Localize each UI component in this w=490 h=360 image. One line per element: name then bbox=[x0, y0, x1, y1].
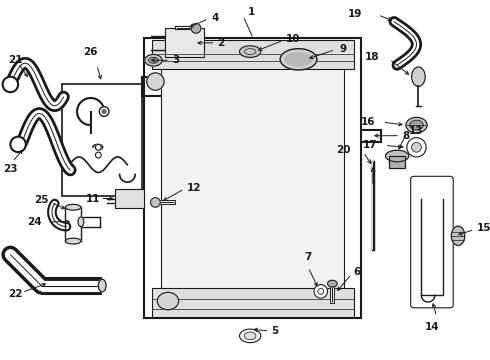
Ellipse shape bbox=[240, 46, 261, 57]
Text: 19: 19 bbox=[348, 9, 362, 19]
Circle shape bbox=[96, 152, 101, 158]
Text: 21: 21 bbox=[8, 55, 23, 65]
Text: 5: 5 bbox=[271, 326, 279, 336]
Text: 3: 3 bbox=[172, 55, 179, 65]
Text: 4: 4 bbox=[212, 13, 219, 23]
Ellipse shape bbox=[66, 204, 81, 210]
Text: 26: 26 bbox=[83, 48, 98, 57]
Circle shape bbox=[2, 77, 18, 92]
Circle shape bbox=[314, 285, 327, 298]
Circle shape bbox=[412, 143, 421, 152]
Text: 1: 1 bbox=[248, 7, 255, 17]
Ellipse shape bbox=[386, 150, 409, 162]
Ellipse shape bbox=[147, 73, 164, 90]
Text: 25: 25 bbox=[34, 195, 49, 206]
Circle shape bbox=[102, 109, 106, 113]
Text: 24: 24 bbox=[27, 217, 42, 227]
Bar bbox=[151, 40, 354, 69]
Bar bbox=[161, 67, 344, 289]
Text: 13: 13 bbox=[409, 126, 423, 136]
Bar bbox=[390, 156, 405, 168]
Circle shape bbox=[407, 138, 426, 157]
Text: 22: 22 bbox=[8, 289, 23, 299]
FancyBboxPatch shape bbox=[411, 176, 453, 308]
Ellipse shape bbox=[78, 217, 84, 226]
Ellipse shape bbox=[191, 23, 201, 33]
Text: 23: 23 bbox=[2, 163, 17, 174]
Ellipse shape bbox=[98, 279, 106, 292]
Ellipse shape bbox=[451, 226, 465, 246]
Ellipse shape bbox=[157, 292, 179, 310]
Ellipse shape bbox=[410, 120, 423, 130]
Text: 18: 18 bbox=[365, 53, 380, 62]
Text: 17: 17 bbox=[362, 140, 377, 150]
Ellipse shape bbox=[240, 329, 261, 343]
Text: 20: 20 bbox=[336, 145, 351, 155]
Text: 2: 2 bbox=[217, 38, 224, 48]
Ellipse shape bbox=[406, 117, 427, 133]
Text: 11: 11 bbox=[86, 194, 100, 203]
Text: 6: 6 bbox=[354, 267, 361, 277]
Ellipse shape bbox=[412, 67, 425, 86]
Circle shape bbox=[99, 107, 109, 116]
Text: 16: 16 bbox=[360, 117, 375, 127]
Text: 14: 14 bbox=[425, 322, 439, 332]
Bar bbox=[144, 38, 361, 319]
Bar bbox=[165, 28, 204, 57]
Circle shape bbox=[96, 144, 101, 150]
Circle shape bbox=[10, 137, 26, 152]
Ellipse shape bbox=[148, 57, 158, 63]
Bar bbox=[151, 288, 354, 316]
Text: 15: 15 bbox=[476, 223, 490, 233]
Ellipse shape bbox=[66, 238, 81, 244]
Ellipse shape bbox=[285, 53, 312, 66]
Ellipse shape bbox=[245, 332, 256, 340]
Text: 10: 10 bbox=[286, 34, 300, 44]
Text: 7: 7 bbox=[304, 252, 312, 262]
Text: 8: 8 bbox=[402, 131, 409, 141]
Bar bbox=[115, 189, 144, 208]
Text: 12: 12 bbox=[186, 183, 201, 193]
Ellipse shape bbox=[145, 54, 162, 66]
Bar bbox=[62, 85, 142, 195]
Text: 9: 9 bbox=[339, 44, 346, 54]
Ellipse shape bbox=[327, 280, 337, 287]
Ellipse shape bbox=[150, 198, 160, 207]
Bar bbox=[390, 156, 405, 168]
Ellipse shape bbox=[280, 49, 317, 70]
